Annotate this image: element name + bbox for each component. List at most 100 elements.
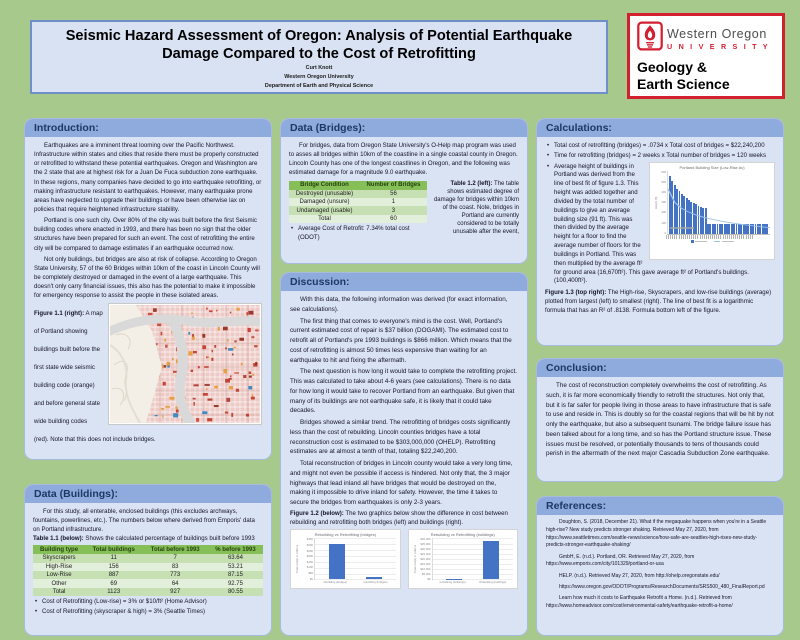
figure1-3-caption: Figure 1.3 (top right): The High-rise, S… [545, 289, 772, 314]
discussion-paragraph-2: The first thing that comes to everyone's… [290, 317, 512, 364]
table-cell: 92.75 [207, 579, 263, 588]
table-cell: 53.21 [207, 562, 263, 571]
table1-1-label: Table 1.1 (below): Shows the calculated … [33, 535, 255, 543]
table-cell: 64 [142, 579, 208, 588]
calculations-bullet-3: Average height of buildings in Portland … [545, 163, 775, 287]
table-cell: Undamaged (usable) [289, 206, 360, 215]
figure1-1-caption: Figure 1.1 (right): A map of Portland sh… [34, 310, 156, 444]
table-header-cell: Total buildings [85, 545, 143, 555]
table-header-cell: Number of Bridges [359, 180, 427, 190]
table-row: Destroyed (unusable) 56 [289, 189, 427, 198]
references-heading: References: [537, 497, 783, 515]
discussion-paragraph-1: With this data, the following informatio… [290, 296, 508, 313]
wou-logo: Western Oregon U N I V E R S I T Y Geolo… [627, 13, 785, 99]
introduction-heading: Introduction: [25, 119, 271, 137]
table-header-cell: Building type [33, 545, 86, 555]
table-cell: 87.15 [207, 571, 263, 580]
calculations-bullet-1: Total cost of retrofitting (bridges) = .… [545, 142, 775, 151]
discussion-paragraph-5: Total reconstruction of bridges in Linco… [290, 460, 513, 506]
buildings-table: Building type Total buildings Total befo… [33, 545, 263, 597]
table-row: Low-Rise 887 773 87.15 [33, 571, 263, 580]
poster-title: Seismic Hazard Assessment of Oregon: Ana… [65, 28, 573, 63]
intro-paragraph-1: Earthquakes are a imminent threat loomin… [34, 142, 262, 213]
title-box: Seismic Hazard Assessment of Oregon: Ana… [30, 20, 608, 94]
calculations-bullet-2: Time for retrofitting (bridges) = 2 week… [545, 152, 775, 161]
table-row: Total 1123 927 80.55 [33, 587, 263, 597]
introduction-panel: Introduction: Earthquakes are a imminent… [24, 118, 272, 460]
table-cell: 156 [85, 562, 143, 571]
figure1-2-caption: Figure 1.2 (below): The two graphics bel… [290, 509, 508, 526]
conclusion-panel: Conclusion: The cost of reconstruction c… [536, 358, 784, 482]
intro-paragraph-3: Not only buildings, but bridges are also… [34, 255, 260, 300]
table-cell: High-Rise [33, 562, 86, 571]
data-buildings-heading: Data (Buildings): [25, 485, 271, 503]
reference-item: Learn how much it costs to Earthquake Re… [546, 595, 733, 609]
bridges-bullet: Average Cost of Retrofit: 7.34% total co… [289, 225, 427, 243]
table-header-cell: Total before 1993 [142, 545, 208, 555]
table-cell: 7 [142, 554, 208, 563]
conclusion-paragraph: The cost of reconstruction completely ov… [546, 382, 774, 458]
table-cell: Low-Rise [33, 571, 86, 580]
table1-2-caption: Table 1.2 (left): The table shows estima… [433, 180, 519, 236]
wou-torch-icon [637, 21, 663, 56]
figure1-2-charts: Rebuilding vs Retrofitting (bridges) Tota… [290, 529, 518, 590]
calculations-panel: Calculations: Total cost of retrofitting… [536, 118, 784, 346]
table-cell: 773 [142, 571, 208, 580]
table-cell: 83 [142, 562, 208, 571]
reference-item: HELP. (n.d.). Retrieved May 27, 2020, fr… [559, 572, 720, 579]
table-row: Other 69 64 92.75 [33, 579, 263, 588]
discussion-paragraph-3: The next question is how long it would t… [290, 368, 518, 415]
table-cell: 69 [85, 579, 143, 588]
table-cell: 11 [85, 554, 143, 563]
bridges-table: Bridge Condition Number of Bridges Destr… [289, 180, 427, 224]
table-cell: 60 [359, 214, 427, 224]
table-cell: 1123 [85, 587, 143, 597]
calculations-heading: Calculations: [537, 119, 783, 137]
discussion-panel: Discussion: With this data, the followin… [280, 272, 528, 636]
table-header-cell: Bridge Condition [289, 180, 360, 190]
poster-author: Curt Knott [305, 65, 333, 72]
table-cell: 1 [359, 197, 427, 207]
table-row: Undamaged (usable) 3 [289, 206, 427, 215]
figure1-2-buildings-chart: Rebuilding vs Retrofitting (buildings) To… [407, 529, 518, 590]
table-row: Skyscrapers 11 7 63.64 [33, 554, 263, 563]
reference-item: https://www.oregon.gov/ODOT/Programs/Res… [559, 583, 765, 590]
data-bridges-panel: Data (Bridges): For bridges, data from O… [280, 118, 528, 264]
table-cell: 887 [85, 571, 143, 580]
poster-affiliation: Western Oregon University [284, 74, 354, 81]
table-cell: Skyscrapers [33, 554, 86, 563]
discussion-paragraph-4: Bridges showed a similar trend. The retr… [290, 419, 511, 456]
logo-dept-line1: Geology & [637, 59, 708, 75]
table-row: High-Rise 156 83 53.21 [33, 562, 263, 571]
poster-department: Department of Earth and Physical Science [264, 82, 374, 89]
table-cell: 3 [359, 206, 427, 215]
table-row: Damaged (unsure) 1 [289, 197, 427, 207]
references-panel: References: Doughton, S. (2018, December… [536, 496, 784, 636]
logo-org-name: Western Oregon [667, 26, 767, 41]
buildings-bullet-1: Cost of Retrofitting (Low-rise) = 3% or … [33, 598, 263, 607]
table-cell: 927 [142, 587, 208, 597]
figure1-1-map-frame [105, 303, 262, 429]
intro-paragraph-2: Portland is one such city. Over 80% of t… [34, 217, 257, 252]
table-cell: 80.55 [207, 587, 263, 597]
table-cell: 56 [359, 189, 427, 198]
table-cell: Other [33, 579, 86, 588]
reference-item: GmbH, E. (n.d.). Portland, OR. Retrieved… [546, 553, 695, 568]
table-cell: Total [33, 587, 86, 597]
data-bridges-intro: For bridges, data from Oregon State Univ… [289, 142, 518, 177]
table-row: Total 60 [289, 214, 427, 224]
logo-university-label: U N I V E R S I T Y [667, 41, 770, 51]
buildings-bullet-2: Cost of Retrofitting (skyscraper & high)… [33, 608, 263, 617]
table-cell: Damaged (unsure) [289, 197, 360, 207]
reference-item: Doughton, S. (2018, December 21). What i… [546, 519, 767, 549]
table-cell: Total [289, 214, 360, 224]
data-buildings-intro: For this study, all enterable, enclosed … [33, 508, 255, 534]
figure1-1-block: Figure 1.1 (right): A map of Portland sh… [34, 302, 262, 446]
figure1-2-bridges-chart: Rebuilding vs Retrofitting (bridges) Tota… [290, 529, 401, 590]
conclusion-heading: Conclusion: [537, 359, 783, 377]
table-header-cell: % before 1993 [207, 545, 263, 555]
discussion-heading: Discussion: [281, 273, 527, 291]
logo-dept-line2: Earth Science [637, 75, 730, 92]
data-buildings-panel: Data (Buildings): For this study, all en… [24, 484, 272, 636]
